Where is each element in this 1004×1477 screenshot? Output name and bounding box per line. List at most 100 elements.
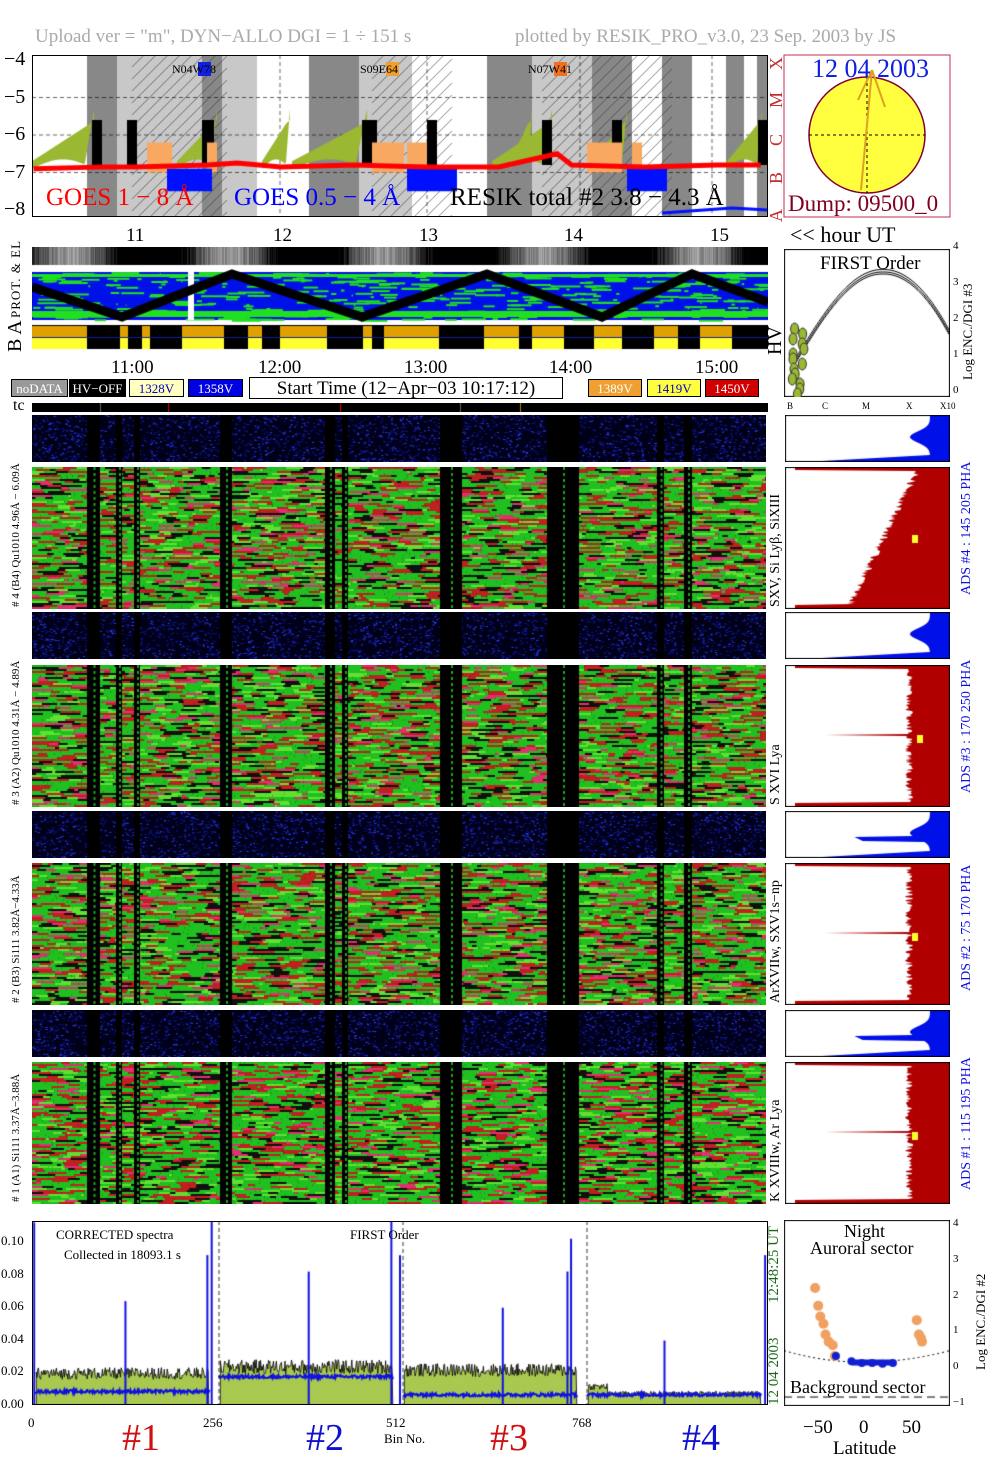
channel-lines-label: ArXVIIw, SXV1s−np bbox=[768, 880, 783, 1003]
first-order-ytick: 1 bbox=[953, 348, 959, 360]
goes-class-label: A bbox=[766, 209, 786, 222]
legend-item: HV−OFF bbox=[69, 379, 126, 397]
channel-number-label: #4 bbox=[682, 1417, 720, 1459]
hour-label: 13 bbox=[419, 225, 438, 246]
channel-lines-label: K XVIIIw, Ar Lya bbox=[768, 1099, 783, 1202]
legend-item: noDATA bbox=[11, 379, 68, 397]
legend-item: 1328V bbox=[129, 379, 184, 397]
spectrum-ytick: 0.02 bbox=[1, 1363, 24, 1379]
pha-spectrogram bbox=[32, 415, 766, 462]
ads-label: ADS #1 : 115 195 PHA bbox=[959, 1057, 974, 1190]
spectrum-xtick: 256 bbox=[203, 1415, 223, 1430]
pha-histogram bbox=[785, 811, 950, 858]
region-color-marker bbox=[554, 62, 567, 76]
spectrum-frame bbox=[32, 1221, 768, 1405]
goes-class-label: M bbox=[766, 91, 786, 108]
spectrum-side-time: 12:48:25 UT bbox=[766, 1225, 782, 1303]
pha-spectrogram bbox=[32, 1010, 766, 1057]
lat-xlabel: Latitude bbox=[833, 1438, 897, 1459]
region-label: N04W78 bbox=[172, 62, 216, 76]
corrected-spectrum-plot bbox=[32, 1221, 768, 1405]
orbit-track-line bbox=[860, 69, 873, 191]
goes-y-tick: −6 bbox=[4, 123, 26, 145]
spectrum-side-date: 12 04 2003 bbox=[766, 1337, 782, 1406]
legend-item: 1450V bbox=[705, 379, 759, 397]
pha-histogram bbox=[785, 612, 950, 659]
time-label: 11:00 bbox=[111, 357, 154, 378]
channel-number-label: #2 bbox=[306, 1417, 344, 1459]
lat-xtick: −50 bbox=[803, 1417, 833, 1438]
start-time-box: Start Time (12−Apr−03 10:17:12) bbox=[249, 377, 563, 399]
main-spectrogram bbox=[32, 1062, 766, 1204]
channel-wavelength-label: # 2 (B3) Si111 3.82Å−4.33Å bbox=[10, 875, 22, 1003]
pha-histogram bbox=[785, 1010, 950, 1057]
lat-ytick: 4 bbox=[953, 1217, 959, 1229]
spectrum-ytick: 0.04 bbox=[1, 1330, 24, 1346]
first-order-xtick: B bbox=[787, 401, 794, 411]
channel-wavelength-label: # 4 (B4) Qu1010 4.96Å − 6.09Å bbox=[10, 463, 22, 607]
legend-goes-05-4: GOES 0.5 − 4 Å bbox=[234, 184, 401, 211]
spectrum-xtick: 768 bbox=[572, 1415, 592, 1430]
channel-number-label: #1 bbox=[122, 1417, 160, 1459]
goes-y-tick: −4 bbox=[4, 48, 26, 70]
spectrum-xtick: 0 bbox=[28, 1415, 35, 1430]
channel-lines-label: S XVI Lya bbox=[768, 744, 783, 805]
lat-ytick: −1 bbox=[953, 1396, 965, 1408]
channel-lines-label: SXV, Si Lyβ, SiXIII bbox=[768, 493, 783, 607]
region-label: N07W41 bbox=[528, 62, 572, 76]
tc-label: tc bbox=[13, 397, 25, 414]
lat-background-sector: Background sector bbox=[790, 1377, 926, 1397]
ads-label: ADS #3 : 170 250 PHA bbox=[959, 659, 974, 793]
lat-ytick: 0 bbox=[953, 1360, 959, 1373]
spectrum-order: FIRST Order bbox=[350, 1227, 419, 1242]
time-label: 12:00 bbox=[258, 357, 302, 378]
lat-ytick: 3 bbox=[953, 1252, 959, 1265]
ads-histogram bbox=[785, 863, 950, 1005]
time-label: 13:00 bbox=[404, 357, 448, 378]
ba-label: B A bbox=[4, 320, 26, 352]
first-order-ytick: 4 bbox=[953, 240, 959, 252]
time-label: 15:00 bbox=[695, 357, 739, 378]
goes-class-label: B bbox=[766, 171, 786, 184]
latitude-scatter-plot bbox=[784, 1220, 950, 1406]
goes-class-label: C bbox=[766, 133, 786, 146]
header-plotted-by: plotted by RESIK_PRO_v3.0, 23 Sep. 2003 … bbox=[515, 26, 897, 47]
ads-histogram bbox=[785, 1062, 950, 1204]
first-order-xtick: M bbox=[862, 401, 871, 411]
time-label: 14:00 bbox=[549, 357, 593, 378]
pha-spectrogram bbox=[32, 612, 766, 659]
ads-label: ADS #4 : 145 205 PHA bbox=[959, 461, 974, 595]
lat-title-night: Night bbox=[844, 1221, 886, 1241]
main-spectrogram bbox=[32, 863, 766, 1005]
goes-y-tick: −8 bbox=[4, 198, 26, 220]
channel-number-label: #3 bbox=[490, 1417, 528, 1459]
tc-bar bbox=[32, 403, 768, 412]
hour-label: 14 bbox=[564, 225, 583, 246]
pha-spectrogram bbox=[32, 811, 766, 858]
legend-item: 1389V bbox=[588, 379, 642, 397]
ads-histogram bbox=[785, 665, 950, 807]
lat-xtick: 0 bbox=[859, 1417, 869, 1438]
first-order-xtick: C bbox=[822, 401, 829, 411]
spectrum-xlabel: Bin No. bbox=[384, 1431, 426, 1446]
legend-item: 1419V bbox=[647, 379, 701, 397]
main-spectrogram bbox=[32, 467, 766, 609]
main-spectrogram bbox=[32, 665, 766, 807]
first-order-ytick: 2 bbox=[953, 312, 959, 324]
sun-dump-label: Dump: 09500_0 bbox=[788, 191, 939, 216]
lat-ylabel: Log ENC./DGI #2 bbox=[973, 1273, 988, 1370]
region-label: S09E64 bbox=[360, 62, 399, 76]
first-order-ylabel: Log ENC./DGI #3 bbox=[960, 283, 975, 380]
sun-date: 12 04 2003 bbox=[812, 54, 929, 83]
hour-label: 15 bbox=[710, 225, 729, 246]
legend-resik-total: RESIK total #2 3.8 − 4.3 Å bbox=[450, 184, 724, 211]
ads-histogram bbox=[785, 467, 950, 609]
lat-xtick: 50 bbox=[902, 1417, 921, 1438]
spectrum-title: CORRECTED spectra bbox=[56, 1227, 174, 1242]
goes-y-tick: −5 bbox=[4, 85, 26, 108]
first-order-ytick: 3 bbox=[953, 276, 959, 288]
first-order-xtick: X bbox=[906, 401, 913, 411]
particle-and-hv-strips bbox=[32, 247, 768, 352]
legend-item: 1358V bbox=[188, 379, 243, 397]
first-order-plot bbox=[784, 249, 950, 397]
